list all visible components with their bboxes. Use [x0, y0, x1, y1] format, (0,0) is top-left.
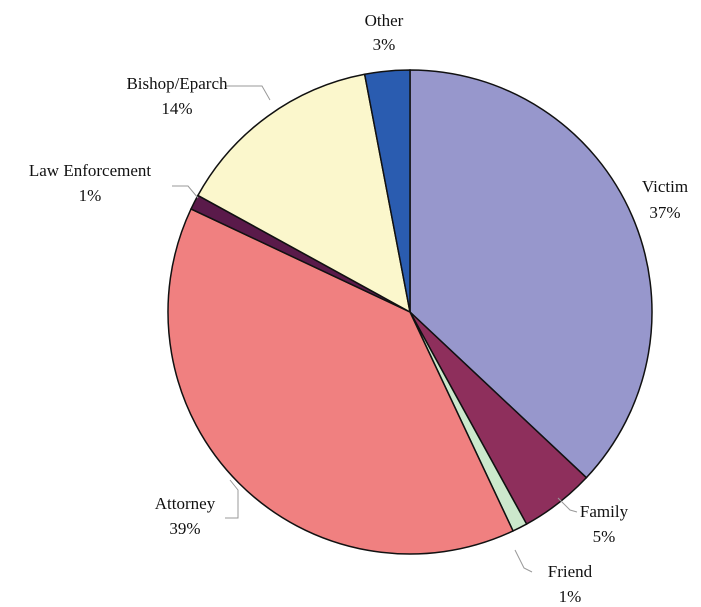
leader-line — [225, 479, 239, 519]
leader-line — [557, 497, 578, 513]
value-label: 37% — [649, 203, 680, 222]
slice-label: Victim — [642, 177, 688, 196]
pie-slice — [167, 207, 515, 555]
leader-line — [225, 85, 271, 101]
slice-label: Attorney — [155, 494, 216, 513]
pie-slice — [409, 69, 653, 479]
value-label: 1% — [79, 186, 102, 205]
slice-label: Friend — [548, 562, 593, 581]
pie — [167, 69, 653, 555]
value-label: 3% — [373, 35, 396, 54]
slice-label: Other — [365, 11, 404, 30]
value-label: 1% — [559, 587, 582, 606]
pie-slice — [196, 73, 412, 314]
leader-line — [172, 185, 199, 199]
labels: Victim 37% Family 5%Friend 1% Attorney 39% Law … — [29, 11, 688, 606]
leader-line — [514, 549, 533, 573]
slice-label: Bishop/Eparch — [126, 74, 228, 93]
pie-slice — [363, 69, 411, 313]
slice-label: Law Enforcement — [29, 161, 152, 180]
slice-label: Family — [580, 502, 629, 521]
value-label: 14% — [161, 99, 192, 118]
value-label: 39% — [169, 519, 200, 538]
value-label: 5% — [593, 527, 616, 546]
